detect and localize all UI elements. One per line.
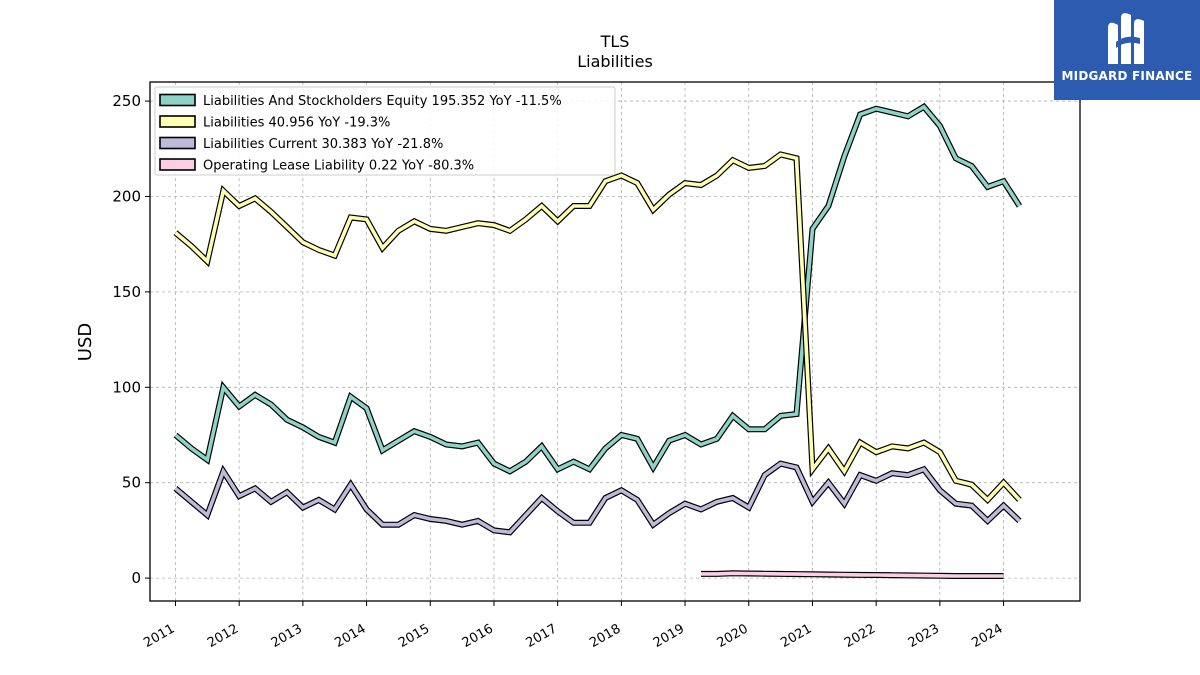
x-tick-label: 2012 bbox=[205, 621, 241, 651]
legend-swatch bbox=[159, 93, 196, 107]
brand-mark-icon bbox=[1108, 13, 1144, 65]
legend-entry-label: Liabilities 40.956 YoY -19.3% bbox=[203, 116, 390, 131]
x-axis: 2011 2012 2013 2014 2015 2016 2017 2018 2019 2020… bbox=[141, 601, 1006, 651]
x-tick-label: 2015 bbox=[396, 621, 432, 651]
legend-box bbox=[154, 86, 616, 176]
x-tick-label: 2017 bbox=[524, 621, 560, 651]
series-line bbox=[174, 152, 1021, 503]
chart-subtitle: Liabilities bbox=[577, 52, 653, 71]
y-tick-label: 0 bbox=[131, 569, 141, 587]
legend-entry-label: Liabilities Current 30.383 YoY -21.8% bbox=[203, 137, 443, 152]
x-tick-label: 2022 bbox=[842, 621, 878, 651]
chart-title: TLS bbox=[600, 32, 630, 51]
y-axis: 0 50 100 150 200 250 bbox=[112, 92, 150, 587]
x-tick-label: 2020 bbox=[715, 621, 751, 651]
y-axis-label: USD bbox=[75, 323, 96, 361]
x-tick-label: 2024 bbox=[969, 621, 1005, 651]
y-tick-label: 100 bbox=[112, 378, 141, 396]
x-tick-label: 2014 bbox=[332, 621, 368, 651]
legend-entry-label: Operating Lease Liability 0.22 YoY -80.3… bbox=[203, 159, 474, 174]
series-1 bbox=[173, 102, 1023, 475]
series-lines bbox=[173, 102, 1023, 579]
y-tick-label: 200 bbox=[112, 187, 141, 205]
x-tick-label: 2018 bbox=[587, 621, 623, 651]
y-tick-label: 150 bbox=[112, 283, 141, 301]
series-4 bbox=[701, 570, 1004, 579]
series-line bbox=[701, 571, 1004, 578]
x-tick-label: 2016 bbox=[460, 621, 496, 651]
y-tick-label: 250 bbox=[112, 92, 141, 110]
y-tick-label: 50 bbox=[122, 474, 141, 492]
legend-swatch bbox=[159, 158, 196, 171]
legend-entry-label: Liabilities And Stockholders Equity 195.… bbox=[203, 94, 562, 109]
series-line bbox=[174, 104, 1022, 474]
series-2 bbox=[173, 151, 1022, 505]
legend: Liabilities And Stockholders Equity 195.… bbox=[154, 86, 616, 176]
x-tick-label: 2011 bbox=[141, 621, 177, 651]
series-line bbox=[174, 461, 1021, 535]
x-tick-label: 2019 bbox=[651, 621, 687, 651]
legend-swatch bbox=[159, 136, 196, 150]
brand-name: MIDGARD FINANCE bbox=[1061, 69, 1193, 83]
x-tick-label: 2023 bbox=[906, 621, 942, 651]
series-3 bbox=[173, 460, 1022, 536]
plot-frame bbox=[149, 81, 1081, 602]
brand-logo: MIDGARD FINANCE bbox=[1054, 0, 1200, 100]
x-tick-label: 2021 bbox=[778, 621, 814, 651]
x-tick-label: 2013 bbox=[269, 621, 305, 651]
legend-swatch bbox=[159, 115, 196, 128]
